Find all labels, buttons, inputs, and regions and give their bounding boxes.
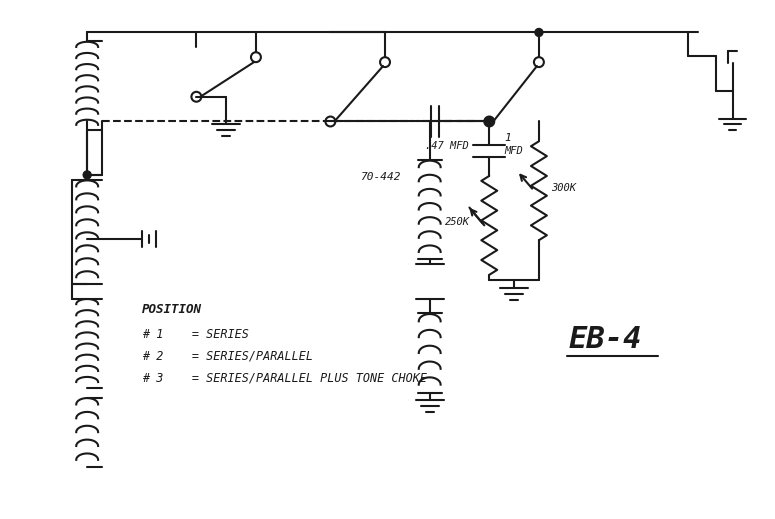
Text: # 2    = SERIES/PARALLEL: # 2 = SERIES/PARALLEL	[142, 350, 313, 363]
Text: # 3    = SERIES/PARALLEL PLUS TONE CHOKE: # 3 = SERIES/PARALLEL PLUS TONE CHOKE	[142, 372, 427, 385]
Text: POSITION: POSITION	[142, 304, 202, 317]
Circle shape	[83, 171, 91, 179]
Text: # 1    = SERIES: # 1 = SERIES	[142, 328, 249, 341]
Text: .47 MFD: .47 MFD	[425, 141, 468, 151]
Circle shape	[535, 29, 542, 36]
Text: 300K: 300K	[551, 183, 576, 193]
Text: MFD: MFD	[505, 146, 523, 156]
Text: 250K: 250K	[445, 217, 470, 227]
Text: 1: 1	[505, 133, 511, 143]
Text: 70-442: 70-442	[360, 172, 401, 182]
Text: EB-4: EB-4	[569, 325, 642, 354]
Circle shape	[485, 117, 493, 126]
